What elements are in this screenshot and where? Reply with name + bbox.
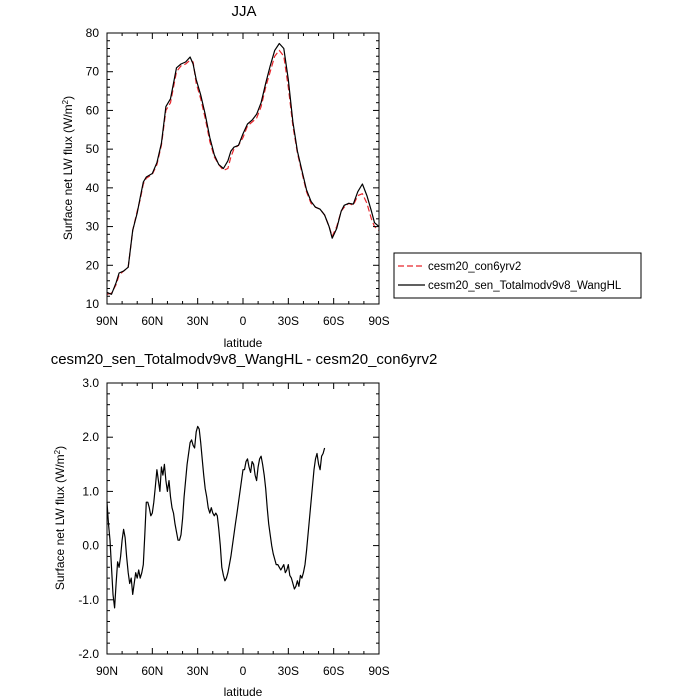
bottom-chart-x-label: latitude [224,685,263,699]
bottom-chart-x-ticks: 90N 60N 30N 0 30S 60S 90S [96,383,390,678]
y-tick-label: 1.0 [82,484,99,498]
x-tick-label: 30S [278,664,299,678]
y-tick-label: 10 [86,297,100,311]
x-tick-label: 90N [96,314,118,328]
x-tick-label: 90N [96,664,118,678]
x-tick-label: 30S [278,314,299,328]
y-tick-label: 70 [86,65,100,79]
x-tick-label: 60N [141,314,163,328]
top-chart: JJA 10 20 30 40 50 60 70 80 90N 60N 30N 0 30S 60S 90S… [61,3,642,350]
x-tick-label: 30N [187,664,209,678]
top-chart-frame [106,32,380,305]
y-tick-label: 60 [86,103,100,117]
x-tick-label: 0 [240,314,247,328]
y-tick-label: -1.0 [78,593,99,607]
top-chart-title: JJA [231,3,256,20]
bottom-chart-series [106,425,326,609]
legend-box [393,252,642,299]
x-tick-label: 90S [368,664,389,678]
y-tick-label: -2.0 [78,647,99,661]
bottom-chart-title: cesm20_sen_Totalmodv9v8_WangHL - cesm20_… [51,351,438,368]
top-chart-legend: cesm20_con6yrv2 cesm20_sen_Totalmodv9v8_… [393,252,642,299]
y-tick-label: 50 [86,142,100,156]
series-line-difference [106,425,326,609]
y-tick-label: 40 [86,181,100,195]
x-tick-label: 30N [187,314,209,328]
y-tick-label: 0.0 [82,539,99,553]
bottom-chart-y-label: Surface net LW flux (W/m2) [53,446,68,590]
x-tick-label: 60S [323,664,344,678]
y-tick-label: 2.0 [82,430,99,444]
top-chart-x-label: latitude [224,336,263,350]
legend-label-sensitivity: cesm20_sen_Totalmodv9v8_WangHL [428,280,622,292]
legend-label-control: cesm20_con6yrv2 [428,261,521,273]
y-tick-label: 3.0 [82,376,99,390]
y-tick-label: 30 [86,220,100,234]
y-tick-label: 80 [86,26,100,40]
x-tick-label: 90S [368,314,389,328]
top-chart-y-ticks: 10 20 30 40 50 60 70 80 [86,26,379,311]
series-line-cesm20_sen_Totalmodv9v8_WangHL [106,42,380,295]
bottom-chart-y-ticks: 3.0 2.0 1.0 0.0 -1.0 -2.0 [78,376,379,661]
x-tick-label: 0 [240,664,247,678]
series-line-cesm20_con6yrv2 [106,49,380,295]
top-chart-series [106,42,380,295]
y-tick-label: 20 [86,258,100,272]
top-chart-y-label: Surface net LW flux (W/m2) [61,96,76,240]
x-tick-label: 60S [323,314,344,328]
top-chart-x-ticks: 90N 60N 30N 0 30S 60S 90S [96,33,390,328]
bottom-chart: cesm20_sen_Totalmodv9v8_WangHL - cesm20_… [51,351,438,699]
x-tick-label: 60N [141,664,163,678]
bottom-chart-frame [106,382,380,655]
